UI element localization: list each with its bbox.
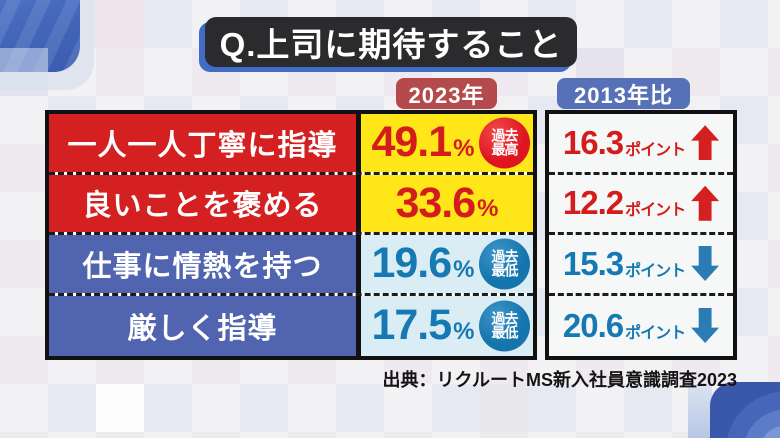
change-unit: ポイント (625, 324, 686, 342)
badge-line1: 過去 (491, 248, 519, 265)
change-value: 16.3 (562, 123, 624, 161)
row-label: 厳しく指導 (127, 312, 278, 345)
record-low-badge: 過去 最低 (479, 238, 530, 290)
percent-value: 49.1 (371, 118, 452, 167)
change-unit: ポイント (625, 141, 686, 159)
badge-line2: 最低 (491, 262, 519, 279)
page-title: Q.上司に期待すること (219, 26, 563, 63)
change-value: 12.2 (562, 184, 624, 222)
badge-line2: 最低 (491, 324, 519, 341)
percent-value: 19.6 (371, 239, 452, 288)
row-label-cell: 良いことを褒める (49, 174, 361, 232)
badge-line2: 最高 (491, 141, 519, 158)
down-arrow-icon (691, 308, 719, 343)
change-row: 16.3 ポイント (549, 114, 733, 175)
bottom-right-blue-shape (710, 382, 780, 438)
column-header-2023: 2023年 (396, 78, 497, 109)
change-unit: ポイント (625, 202, 686, 220)
survey-table-main: 一人一人丁寧に指導 49.1 % 過去 最高 良いことを褒める 33.6 % (45, 110, 537, 360)
change-value: 15.3 (562, 244, 624, 282)
record-low-badge: 過去 最低 (479, 300, 530, 352)
change-row: 12.2 ポイント (549, 175, 733, 235)
percent-cell: 17.5 % 過去 最低 (361, 295, 533, 356)
percent-cell: 19.6 % 過去 最低 (361, 235, 533, 293)
table-row: 良いことを褒める 33.6 % (49, 174, 533, 235)
row-label-cell: 一人一人丁寧に指導 (49, 114, 361, 172)
change-value: 20.6 (562, 306, 624, 344)
mosaic-tile (96, 0, 144, 48)
change-row: 20.6 ポイント (549, 296, 733, 357)
comparison-table: 16.3 ポイント 12.2 ポイント 15.3 ポイント 20.6 ポイント (545, 110, 737, 360)
row-label: 仕事に情熱を持つ (82, 250, 323, 283)
change-unit: ポイント (625, 262, 686, 280)
row-label-cell: 厳しく指導 (49, 295, 361, 356)
percent-cell: 33.6 % (361, 174, 533, 232)
percent-sign: % (453, 255, 475, 283)
column-header-2013-comparison: 2013年比 (557, 78, 690, 109)
mosaic-tile (96, 384, 144, 432)
table-row: 厳しく指導 17.5 % 過去 最低 (49, 295, 533, 356)
row-label: 良いことを褒める (82, 190, 323, 223)
title-box: Q.上司に期待すること (205, 17, 577, 67)
source-citation: 出典：リクルートMS新入社員意識調査2023 (382, 370, 737, 390)
up-arrow-icon (691, 125, 720, 161)
percent-cell: 49.1 % 過去 最高 (361, 114, 533, 172)
title-banner: Q.上司に期待すること (199, 17, 577, 72)
mosaic-tile (480, 384, 528, 432)
percent-sign: % (477, 195, 499, 223)
row-label: 一人一人丁寧に指導 (67, 129, 338, 162)
down-arrow-icon (691, 246, 719, 281)
record-high-badge: 過去 最高 (479, 117, 530, 169)
percent-value: 17.5 (371, 301, 452, 350)
bottom-right-strip (688, 384, 712, 438)
percent-sign: % (453, 317, 475, 345)
badge-line1: 過去 (491, 127, 519, 144)
percent-value: 33.6 (395, 178, 476, 227)
change-row: 15.3 ポイント (549, 235, 733, 296)
table-row: 仕事に情熱を持つ 19.6 % 過去 最低 (49, 235, 533, 296)
mosaic-tile (0, 48, 48, 96)
badge-line1: 過去 (491, 310, 519, 327)
row-label-cell: 仕事に情熱を持つ (49, 235, 361, 293)
up-arrow-icon (691, 185, 720, 221)
table-row: 一人一人丁寧に指導 49.1 % 過去 最高 (49, 114, 533, 175)
percent-sign: % (453, 134, 475, 162)
